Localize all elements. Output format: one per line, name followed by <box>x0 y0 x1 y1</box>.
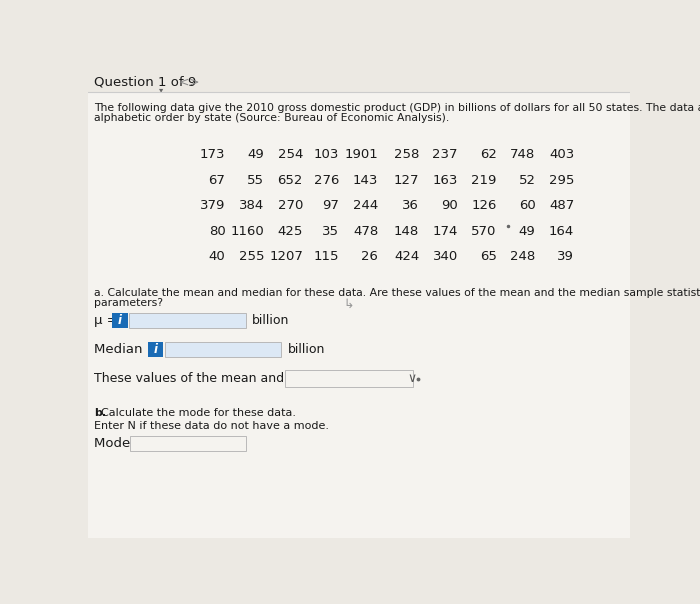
Text: Enter N if these data do not have a mode.: Enter N if these data do not have a mode… <box>94 420 329 431</box>
Text: 90: 90 <box>441 199 458 212</box>
Text: μ =: μ = <box>94 314 118 327</box>
Text: 270: 270 <box>278 199 303 212</box>
Text: a. Calculate the mean and median for these data. Are these values of the mean an: a. Calculate the mean and median for the… <box>94 288 700 298</box>
Text: ↳: ↳ <box>343 298 354 311</box>
Text: 424: 424 <box>394 250 419 263</box>
Text: 173: 173 <box>200 149 225 161</box>
Text: 143: 143 <box>353 174 378 187</box>
Bar <box>165 342 281 358</box>
Text: 255: 255 <box>239 250 264 263</box>
Bar <box>285 370 413 387</box>
Text: ∨: ∨ <box>407 373 416 385</box>
Text: 49: 49 <box>248 149 264 161</box>
Text: 384: 384 <box>239 199 264 212</box>
Text: 570: 570 <box>471 225 497 237</box>
Text: Mode =: Mode = <box>94 437 145 450</box>
Text: 403: 403 <box>549 149 574 161</box>
Bar <box>130 436 246 451</box>
Text: 258: 258 <box>394 149 419 161</box>
Text: 55: 55 <box>247 174 264 187</box>
Text: billion: billion <box>252 314 289 327</box>
Text: ▾: ▾ <box>159 85 163 94</box>
Text: 60: 60 <box>519 199 536 212</box>
Text: 478: 478 <box>353 225 378 237</box>
Bar <box>130 313 246 328</box>
Text: 40: 40 <box>209 250 225 263</box>
Text: <: < <box>179 76 190 89</box>
Text: billion: billion <box>288 343 325 356</box>
Text: Median =: Median = <box>94 343 158 356</box>
Text: 276: 276 <box>314 174 340 187</box>
Text: 49: 49 <box>519 225 536 237</box>
Text: 80: 80 <box>209 225 225 237</box>
Text: The following data give the 2010 gross domestic product (GDP) in billions of dol: The following data give the 2010 gross d… <box>94 103 700 112</box>
Text: 425: 425 <box>278 225 303 237</box>
Text: 1901: 1901 <box>344 149 378 161</box>
Text: 36: 36 <box>402 199 419 212</box>
Text: These values of the mean and the median are: These values of the mean and the median … <box>94 373 384 385</box>
Text: 244: 244 <box>353 199 378 212</box>
Text: 164: 164 <box>549 225 574 237</box>
Text: 115: 115 <box>314 250 340 263</box>
Text: 35: 35 <box>323 225 339 237</box>
Text: Question 1 of 9: Question 1 of 9 <box>94 76 196 89</box>
Text: 254: 254 <box>278 149 303 161</box>
Text: 65: 65 <box>480 250 497 263</box>
Text: 62: 62 <box>480 149 497 161</box>
Text: 26: 26 <box>361 250 378 263</box>
Text: 67: 67 <box>209 174 225 187</box>
Text: 295: 295 <box>549 174 574 187</box>
Text: 652: 652 <box>278 174 303 187</box>
Text: 163: 163 <box>433 174 458 187</box>
Text: 1160: 1160 <box>230 225 264 237</box>
Text: i: i <box>154 343 158 356</box>
Text: parameters?: parameters? <box>94 298 162 308</box>
Text: 748: 748 <box>510 149 536 161</box>
Text: 219: 219 <box>471 174 497 187</box>
Bar <box>88 72 630 92</box>
Bar <box>112 313 128 328</box>
Text: alphabetic order by state (Source: Bureau of Economic Analysis).: alphabetic order by state (Source: Burea… <box>94 112 449 123</box>
Text: 487: 487 <box>549 199 574 212</box>
Text: Calculate the mode for these data.: Calculate the mode for these data. <box>102 408 297 418</box>
Text: 103: 103 <box>314 149 340 161</box>
Text: 248: 248 <box>510 250 536 263</box>
Text: 52: 52 <box>519 174 536 187</box>
Text: 174: 174 <box>433 225 458 237</box>
Text: 127: 127 <box>393 174 419 187</box>
Text: 97: 97 <box>323 199 339 212</box>
Text: 148: 148 <box>394 225 419 237</box>
Text: i: i <box>118 314 122 327</box>
Text: 237: 237 <box>433 149 458 161</box>
Text: 340: 340 <box>433 250 458 263</box>
Text: 39: 39 <box>557 250 574 263</box>
Text: 1207: 1207 <box>269 250 303 263</box>
Text: b.: b. <box>94 408 106 418</box>
Bar <box>148 342 163 358</box>
Text: >: > <box>188 76 199 89</box>
Text: 126: 126 <box>471 199 497 212</box>
Text: 379: 379 <box>200 199 225 212</box>
